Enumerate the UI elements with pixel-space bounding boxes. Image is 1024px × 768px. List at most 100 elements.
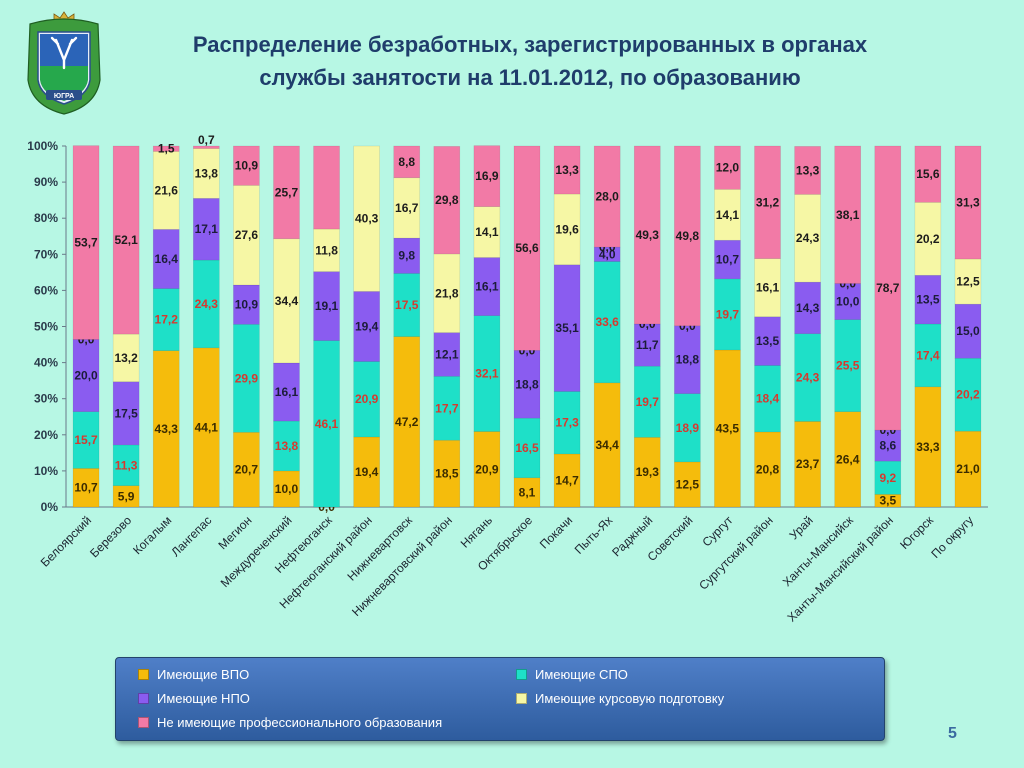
data-label: 16,1 xyxy=(275,385,299,399)
data-label: 47,2 xyxy=(395,415,419,429)
bar-segment xyxy=(954,357,982,432)
data-label: 31,3 xyxy=(956,195,980,209)
x-category-label: Междуреченский xyxy=(218,513,295,590)
bar-segment xyxy=(112,145,140,335)
data-label: 5,9 xyxy=(118,489,135,503)
bar-segment xyxy=(473,206,501,258)
bar-segment xyxy=(674,393,701,463)
bar-segment xyxy=(193,145,220,149)
bar-segment xyxy=(433,332,461,377)
legend-swatch xyxy=(138,693,149,705)
legend-item: Имеющие курсовую подготовку xyxy=(516,690,724,706)
bar-segment xyxy=(112,444,140,487)
data-label: 34,4 xyxy=(275,294,299,308)
bar-segment xyxy=(754,316,781,366)
data-label: 17,7 xyxy=(435,401,459,415)
data-label: 19,6 xyxy=(555,222,579,236)
data-label: 13,3 xyxy=(796,163,820,177)
chart-legend: Имеющие ВПО Имеющие СПО Имеющие НПО Имеющие… xyxy=(115,657,885,741)
bar-segment xyxy=(152,151,180,230)
data-label: 19,7 xyxy=(636,395,660,409)
data-label: 12,5 xyxy=(676,477,700,491)
data-label: 10,0 xyxy=(275,482,299,496)
data-label: 14,1 xyxy=(716,208,740,222)
bar-segment xyxy=(674,145,701,327)
legend-label: Имеющие НПО xyxy=(157,691,250,707)
bar-segment xyxy=(553,264,581,392)
bar-segment xyxy=(874,429,902,462)
bar-segment xyxy=(553,391,581,455)
data-label: 24,3 xyxy=(796,231,820,245)
data-label: 29,9 xyxy=(235,371,259,385)
bar-segment xyxy=(674,461,701,508)
y-tick-label: 80% xyxy=(34,211,58,225)
bar-segment xyxy=(273,420,300,472)
bar-segment xyxy=(593,382,621,508)
data-label: 16,1 xyxy=(475,280,499,294)
bar-segment xyxy=(473,315,501,432)
data-label: 20,9 xyxy=(355,392,379,406)
bar-segment xyxy=(714,349,741,508)
data-label: 20,2 xyxy=(916,232,940,246)
data-label: 13,3 xyxy=(555,163,579,177)
data-label: 4,0 xyxy=(599,247,616,261)
bar-segment xyxy=(633,145,661,325)
bar-segment xyxy=(152,229,180,289)
y-tick-label: 40% xyxy=(34,356,58,370)
data-label: 40,3 xyxy=(355,212,379,226)
data-label: 19,3 xyxy=(636,465,660,479)
bar-segment xyxy=(233,431,260,508)
data-label: 16,5 xyxy=(515,441,539,455)
bar-segment xyxy=(513,350,541,419)
bar-segment xyxy=(353,145,380,292)
y-tick-label: 70% xyxy=(34,247,58,261)
slide-title: Распределение безработных, зарегистриров… xyxy=(130,28,930,94)
legend-item: Имеющие НПО xyxy=(138,690,250,706)
x-category-label: Лангепас xyxy=(168,513,214,559)
data-label: 9,2 xyxy=(879,471,896,485)
data-label: 23,7 xyxy=(796,457,820,471)
bar-segment xyxy=(714,189,741,241)
data-label: 12,1 xyxy=(435,347,459,361)
data-label: 14,3 xyxy=(796,301,820,315)
data-label: 16,7 xyxy=(395,201,419,215)
data-label: 8,1 xyxy=(519,485,536,499)
data-label: 19,1 xyxy=(315,299,339,313)
legend-swatch xyxy=(516,669,527,681)
data-label: 38,1 xyxy=(836,208,860,222)
legend-swatch xyxy=(138,717,149,729)
bar-segment xyxy=(72,145,100,340)
data-label: 3,5 xyxy=(879,494,896,508)
data-label: 26,4 xyxy=(836,452,860,466)
data-label: 13,8 xyxy=(195,166,219,180)
data-label: 15,7 xyxy=(74,433,98,447)
x-category-label: Ханты-Мансийск xyxy=(780,513,857,590)
x-category-label: Сургут xyxy=(699,513,735,549)
bar-segment xyxy=(834,145,861,284)
data-label: 10,7 xyxy=(74,481,98,495)
bar-segment xyxy=(233,284,260,325)
data-label: 25,7 xyxy=(275,185,299,199)
bar-segment xyxy=(152,288,180,351)
y-tick-label: 90% xyxy=(34,175,58,189)
y-tick-label: 60% xyxy=(34,283,58,297)
data-label: 25,5 xyxy=(836,359,860,373)
stacked-bar-chart: 0% 10% 20% 30% 40% 50% 60% 70% 80% 90% 100% 10,7 15,… xyxy=(27,133,988,625)
y-tick-label: 20% xyxy=(34,428,58,442)
bar-segment xyxy=(393,177,421,239)
bar-segment xyxy=(473,257,501,316)
bar-segment xyxy=(954,430,982,508)
legend-label: Имеющие ВПО xyxy=(157,667,250,683)
bar-segment xyxy=(273,145,300,240)
data-label: 18,9 xyxy=(676,421,700,435)
data-label: 46,1 xyxy=(315,417,339,431)
data-label: 56,6 xyxy=(515,241,539,255)
y-tick-label: 10% xyxy=(34,464,58,478)
bar-segment xyxy=(353,291,380,362)
bar-segment xyxy=(754,145,781,259)
data-label: 17,5 xyxy=(395,298,419,312)
bar-segment xyxy=(353,436,380,508)
data-label: 34,4 xyxy=(595,438,619,452)
legend-swatch xyxy=(138,669,149,681)
data-label: 32,1 xyxy=(475,367,499,381)
